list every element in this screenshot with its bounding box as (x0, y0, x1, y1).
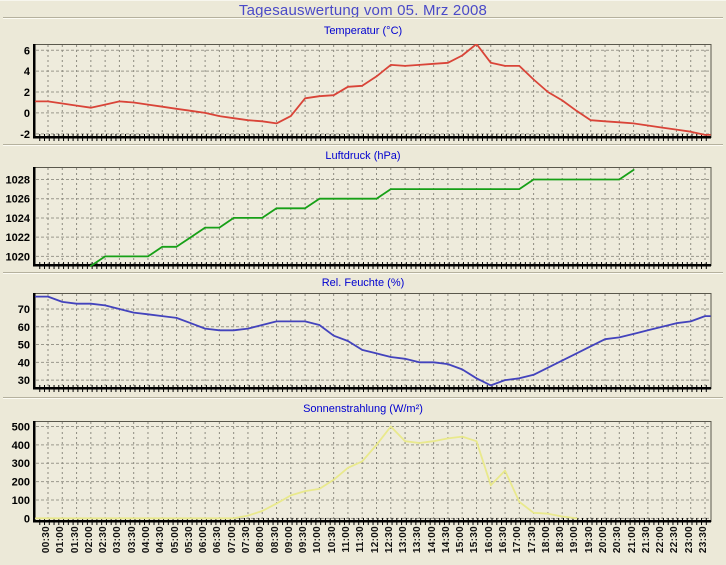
x-tick-label: 16:30 (498, 526, 510, 554)
x-tick-label: 13:00 (398, 526, 410, 554)
svg-text:1020: 1020 (6, 251, 30, 263)
humidity-line (34, 295, 711, 387)
x-tick-label: 22:00 (655, 526, 667, 554)
svg-text:30: 30 (18, 375, 30, 387)
x-tick-label: 08:00 (255, 526, 267, 554)
svg-text:200: 200 (12, 477, 30, 489)
separator-line (3, 272, 723, 274)
x-tick-label: 23:30 (698, 526, 709, 554)
x-tick-label: 12:30 (383, 526, 395, 554)
svg-text:0: 0 (24, 108, 30, 120)
x-tick-label: 14:30 (440, 526, 452, 554)
x-tick-label: 13:30 (412, 526, 424, 554)
svg-text:1022: 1022 (6, 232, 30, 244)
x-tick-label: 16:00 (483, 526, 495, 554)
x-tick-label: 06:30 (212, 526, 224, 554)
svg-text:100: 100 (12, 495, 30, 507)
x-tick-label: 21:00 (626, 526, 638, 554)
page-title: Tagesauswertung vom 05. Mrz 2008 (238, 2, 488, 19)
separator-line (3, 397, 723, 399)
x-tick-label: 11:30 (355, 526, 367, 553)
x-tick-label: 20:00 (598, 526, 610, 554)
x-tick-label: 12:00 (369, 526, 381, 554)
x-tick-label: 08:30 (269, 526, 281, 554)
svg-text:6: 6 (24, 45, 30, 57)
x-axis-labels: 00:30 01:00 01:30 02:00 02:30 03:00 03:30 04:00… (0, 525, 726, 565)
x-tick-label: 10:30 (326, 526, 338, 554)
x-tick-label: 04:00 (140, 526, 152, 554)
x-tick-label: 07:30 (240, 526, 252, 554)
x-tick-label: 20:30 (612, 526, 624, 554)
svg-text:500: 500 (12, 422, 30, 434)
chart-title-rel-feuchte: Rel. Feuchte (%) (321, 277, 405, 289)
x-tick-label: 19:00 (569, 526, 581, 554)
x-tick-label: 19:30 (583, 526, 595, 554)
x-tick-label: 11:00 (340, 526, 352, 553)
x-tick-label: 21:30 (640, 526, 652, 554)
x-tick-label: 01:30 (69, 526, 81, 554)
x-tick-label: 01:00 (55, 526, 67, 554)
x-tick-label: 07:00 (226, 526, 238, 554)
x-tick-label: 06:00 (198, 526, 210, 554)
svg-text:1024: 1024 (6, 213, 31, 225)
svg-text:0: 0 (24, 513, 30, 525)
x-tick-label: 23:00 (683, 526, 695, 554)
svg-text:-2: -2 (20, 129, 30, 141)
chart-plot-temperatur: 6 4 2 0 -2 (20, 44, 712, 141)
svg-text:1026: 1026 (6, 194, 30, 206)
chart-plot-sonnenstrahlung: 500 400 300 200 100 0 (12, 421, 712, 525)
x-tick-label: 17:00 (512, 526, 524, 554)
chart-title-luftdruck: Luftdruck (hPa) (325, 150, 401, 162)
svg-text:2: 2 (24, 87, 30, 99)
svg-text:50: 50 (18, 340, 30, 352)
svg-text:1028: 1028 (6, 174, 30, 186)
separator-line (3, 144, 723, 146)
x-tick-label: 03:00 (112, 526, 124, 554)
x-tick-label: 04:30 (155, 526, 167, 554)
chart-title-temperatur: Temperatur (°C) (323, 25, 403, 37)
x-tick-label: 18:30 (555, 526, 567, 554)
x-tick-label: 10:00 (312, 526, 324, 554)
pressure-line (89, 169, 635, 267)
svg-text:4: 4 (24, 66, 31, 78)
svg-text:40: 40 (18, 357, 30, 369)
x-tick-label: 17:30 (526, 526, 538, 554)
x-tick-label: 02:00 (83, 526, 95, 554)
x-tick-label: 02:30 (98, 526, 110, 554)
x-tick-label: 03:30 (126, 526, 138, 554)
x-tick-label: 22:30 (669, 526, 681, 554)
svg-text:60: 60 (18, 322, 30, 334)
x-tick-label: 14:00 (426, 526, 438, 554)
x-tick-label: 15:30 (469, 526, 481, 554)
x-tick-label: 05:30 (183, 526, 195, 554)
chart-title-sonnenstrahlung: Sonnenstrahlung (W/m²) (303, 403, 423, 415)
temperature-line (34, 44, 711, 136)
x-tick-label: 15:00 (455, 526, 467, 554)
svg-text:400: 400 (12, 440, 30, 452)
x-tick-label: 18:00 (540, 526, 552, 554)
solar-line (34, 425, 578, 520)
x-tick-label: 09:30 (298, 526, 310, 554)
chart-plot-rel-feuchte: 70 60 50 40 30 (18, 293, 712, 392)
x-tick-label: 09:00 (283, 526, 295, 554)
separator-line (3, 17, 723, 19)
x-tick-label: 05:00 (169, 526, 181, 554)
x-tick-label: 00:30 (41, 526, 52, 554)
svg-text:300: 300 (12, 458, 30, 470)
svg-text:70: 70 (18, 304, 30, 316)
chart-plot-luftdruck: 1028 1026 1024 1022 1020 (6, 167, 712, 269)
